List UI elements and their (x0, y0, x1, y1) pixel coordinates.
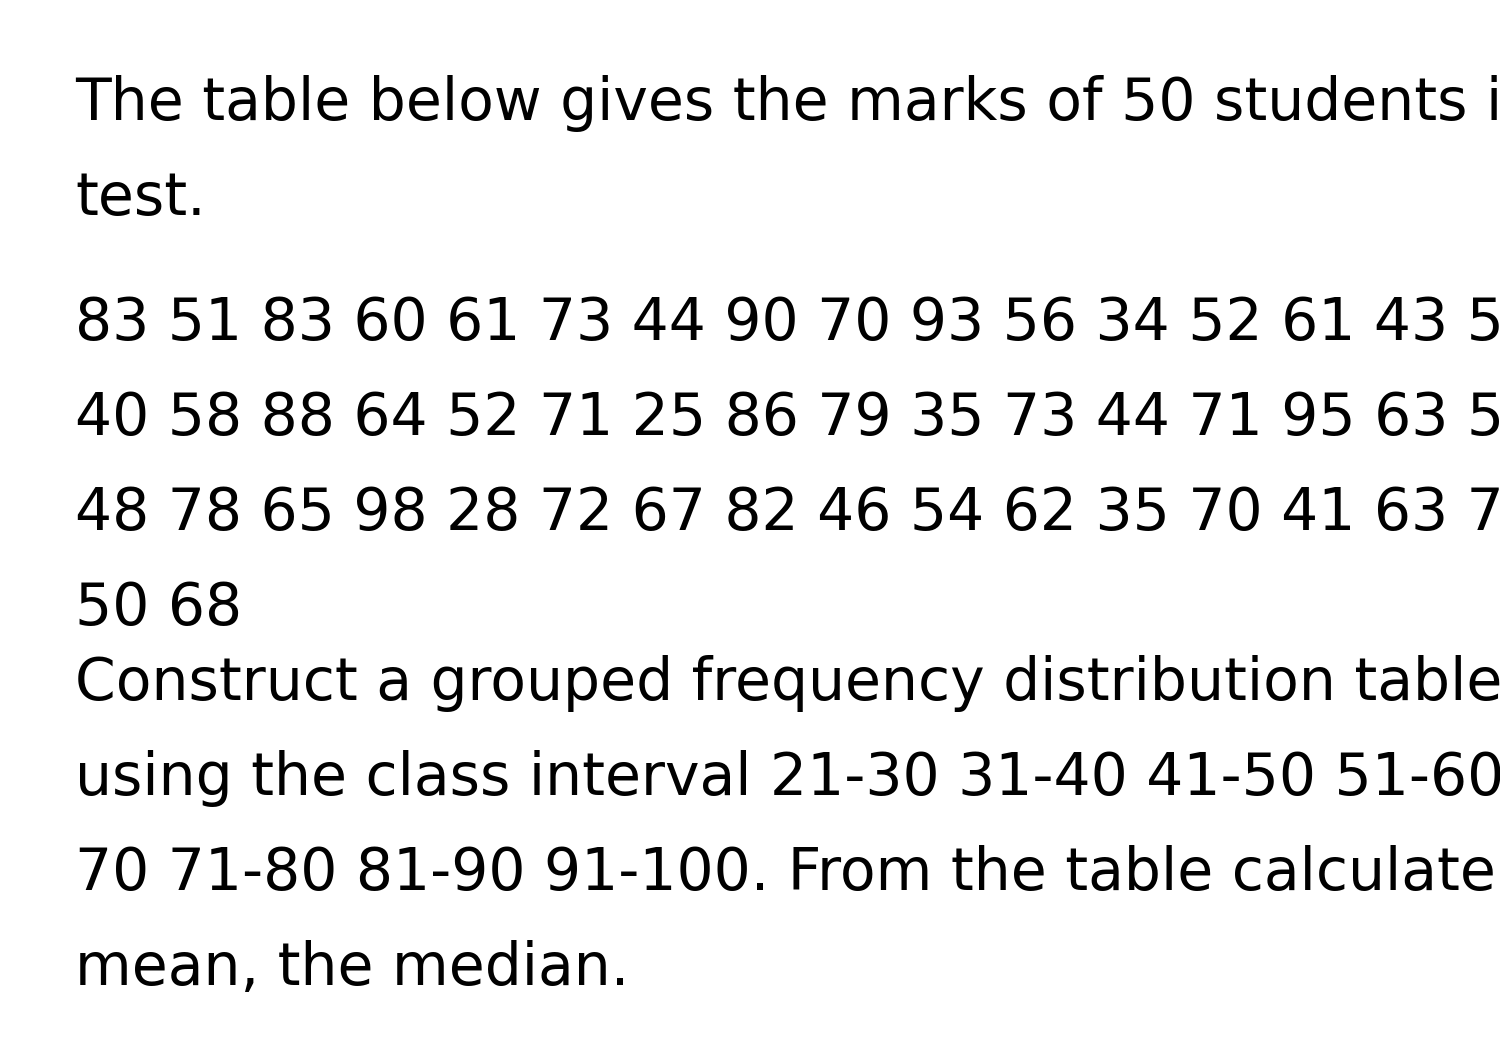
Text: test.: test. (75, 170, 206, 227)
Text: 70 71-80 81-90 91-100. From the table calculate: the: 70 71-80 81-90 91-100. From the table ca… (75, 844, 1500, 902)
Text: 48 78 65 98 28 72 67 82 46 54 62 35 70 41 63 73: 48 78 65 98 28 72 67 82 46 54 62 35 70 4… (75, 485, 1500, 542)
Text: using the class interval 21-30 31-40 41-50 51-60 61-: using the class interval 21-30 31-40 41-… (75, 750, 1500, 807)
Text: Construct a grouped frequency distribution table: Construct a grouped frequency distributi… (75, 655, 1500, 712)
Text: 50 68: 50 68 (75, 580, 242, 636)
Text: 40 58 88 64 52 71 25 86 79 35 73 44 71 95 63 53: 40 58 88 64 52 71 25 86 79 35 73 44 71 9… (75, 390, 1500, 447)
Text: 83 51 83 60 61 73 44 90 70 93 56 34 52 61 43 57: 83 51 83 60 61 73 44 90 70 93 56 34 52 6… (75, 295, 1500, 352)
Text: The table below gives the marks of 50 students in a: The table below gives the marks of 50 st… (75, 75, 1500, 132)
Text: mean, the median.: mean, the median. (75, 940, 630, 997)
